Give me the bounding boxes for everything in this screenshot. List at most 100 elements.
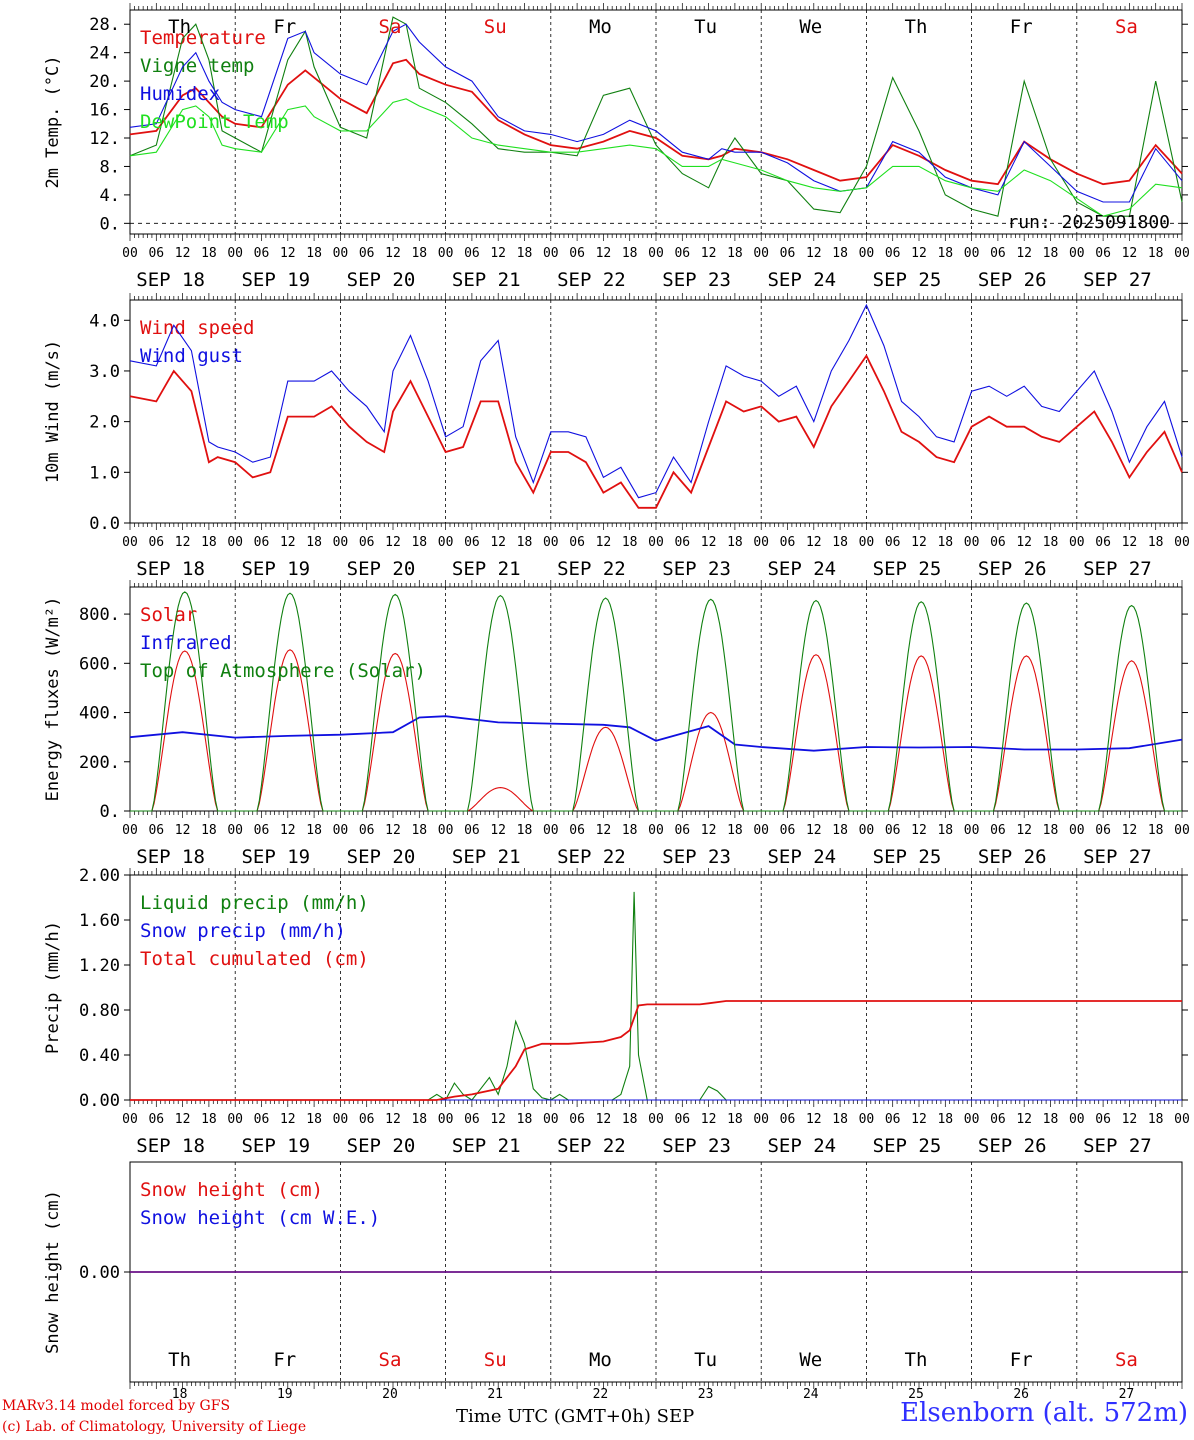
flux-date-label: SEP 19	[241, 846, 310, 868]
precip-date-label: SEP 18	[136, 1135, 205, 1157]
snow-day-number: 23	[698, 1387, 714, 1402]
flux-hour-label: 18	[727, 823, 743, 838]
flux-hour-label: 06	[569, 823, 585, 838]
precip-hour-label: 18	[832, 1112, 848, 1127]
snow-weekday-label: Fr	[1010, 1349, 1033, 1371]
precip-hour-label: 18	[306, 1112, 322, 1127]
temp-hour-label: 00	[753, 246, 769, 261]
precip-hour-label: 06	[464, 1112, 480, 1127]
temp-hour-label: 12	[175, 246, 191, 261]
precip-y-tick-label: 0.00	[79, 1091, 120, 1111]
flux-hour-label: 06	[674, 823, 690, 838]
wind-hour-label: 06	[990, 535, 1006, 550]
flux-hour-label: 00	[333, 823, 349, 838]
temp-weekday-label: Th	[905, 16, 928, 38]
wind-hour-label: 06	[885, 535, 901, 550]
flux-hour-label: 06	[148, 823, 164, 838]
temp-date-label: SEP 24	[767, 269, 836, 291]
temp-panel: 0. 4. 8. 12. 16. 20. 24. 28. 2m Temp. (°C) 00 06 12…	[43, 3, 1190, 291]
wind-date-label: SEP 24	[767, 558, 836, 580]
snow-day-number: 20	[382, 1387, 398, 1402]
precip-hour-label: 12	[175, 1112, 191, 1127]
precip-date-label: SEP 23	[662, 1135, 731, 1157]
wind-date-label: SEP 25	[873, 558, 942, 580]
precip-y-tick-label: 0.80	[79, 1001, 120, 1021]
flux-series-infrared	[129, 715, 1183, 752]
temp-legend-0: Temperature	[140, 27, 266, 49]
temp-y-tick-label: 0.	[100, 214, 120, 234]
wind-hour-label: 18	[306, 535, 322, 550]
month-label: SEP	[656, 1406, 695, 1427]
flux-date-label: SEP 20	[347, 846, 416, 868]
wind-hour-label: 18	[1043, 535, 1059, 550]
temp-series-humidex	[129, 23, 1183, 203]
wind-hour-label: 18	[201, 535, 217, 550]
flux-hour-label: 12	[280, 823, 296, 838]
temp-hour-label: 18	[937, 246, 953, 261]
temp-hour-label: 18	[727, 246, 743, 261]
flux-hour-label: 12	[490, 823, 506, 838]
precip-hour-label: 06	[569, 1112, 585, 1127]
precip-date-label: SEP 24	[767, 1135, 836, 1157]
temp-hour-label: 18	[517, 246, 533, 261]
snow-weekday-label: Su	[484, 1349, 507, 1371]
precip-date-label: SEP 20	[347, 1135, 416, 1157]
flux-date-label: SEP 25	[873, 846, 942, 868]
temp-hour-label: 12	[490, 246, 506, 261]
temp-series-vigne-temp	[129, 16, 1183, 217]
precip-hour-label: 00	[753, 1112, 769, 1127]
wind-hour-label: 12	[911, 535, 927, 550]
flux-hour-label: 18	[1043, 823, 1059, 838]
temp-series-dewpoint-temp	[129, 98, 1183, 217]
snow-weekday-label: We	[799, 1349, 822, 1371]
wind-hour-label: 18	[832, 535, 848, 550]
temp-hour-label: 06	[254, 246, 270, 261]
flux-legend-0: Solar	[140, 604, 197, 626]
time-axis-text: Time UTC (GMT+0h)	[456, 1406, 651, 1427]
wind-y-tick-label: 4.0	[89, 311, 120, 331]
snow-day-number: 26	[1013, 1387, 1029, 1402]
temp-date-label: SEP 27	[1083, 269, 1152, 291]
precip-hour-label: 06	[990, 1112, 1006, 1127]
temp-date-label: SEP 25	[873, 269, 942, 291]
temp-weekday-label: Mo	[589, 16, 612, 38]
temp-hour-label: 12	[1122, 246, 1138, 261]
wind-hour-label: 18	[411, 535, 427, 550]
wind-date-label: SEP 26	[978, 558, 1047, 580]
wind-legend-0: Wind speed	[140, 317, 254, 339]
snow-y-axis-label: Snow height (cm)	[43, 1190, 63, 1354]
wind-hour-label: 18	[622, 535, 638, 550]
flux-hour-label: 00	[964, 823, 980, 838]
precip-hour-label: 00	[1069, 1112, 1085, 1127]
flux-hour-label: 00	[1174, 823, 1190, 838]
wind-y-tick-label: 1.0	[89, 463, 120, 483]
flux-hour-label: 18	[201, 823, 217, 838]
wind-hour-label: 12	[1122, 535, 1138, 550]
wind-date-label: SEP 21	[452, 558, 521, 580]
precip-hour-label: 18	[411, 1112, 427, 1127]
flux-legend-2: Top of Atmosphere (Solar)	[140, 660, 426, 682]
temp-date-label: SEP 26	[978, 269, 1047, 291]
flux-hour-label: 00	[1069, 823, 1085, 838]
flux-date-label: SEP 21	[452, 846, 521, 868]
temp-weekday-label: We	[799, 16, 822, 38]
snow-weekday-label: Th	[905, 1349, 928, 1371]
temp-hour-label: 00	[227, 246, 243, 261]
wind-hour-label: 12	[385, 535, 401, 550]
precip-hour-label: 06	[674, 1112, 690, 1127]
flux-hour-label: 12	[1122, 823, 1138, 838]
wind-hour-label: 00	[438, 535, 454, 550]
wind-hour-label: 12	[1016, 535, 1032, 550]
precip-hour-label: 00	[964, 1112, 980, 1127]
flux-frame	[129, 586, 1183, 812]
temp-hour-label: 12	[701, 246, 717, 261]
flux-hour-label: 12	[385, 823, 401, 838]
snow-legend-1: Snow height (cm W.E.)	[140, 1207, 380, 1229]
wind-date-label: SEP 23	[662, 558, 731, 580]
flux-y-tick-label: 200.	[79, 753, 120, 773]
precip-hour-label: 12	[385, 1112, 401, 1127]
wind-hour-label: 06	[569, 535, 585, 550]
wind-hour-label: 06	[359, 535, 375, 550]
temp-hour-label: 12	[596, 246, 612, 261]
